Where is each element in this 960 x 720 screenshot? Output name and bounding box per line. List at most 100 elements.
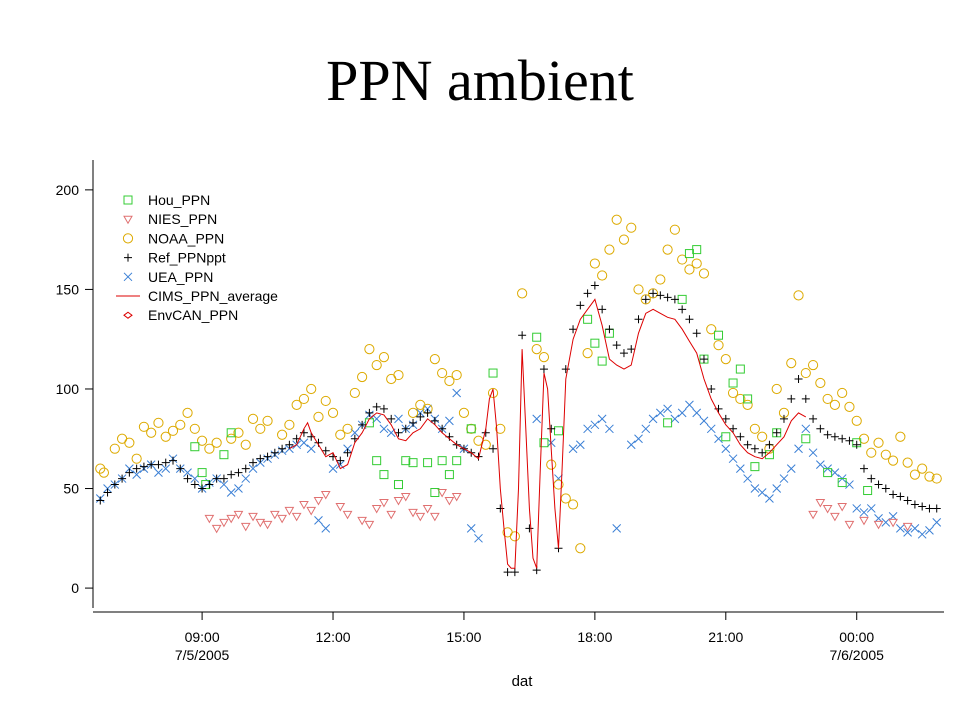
- data-point-ref-ppnppt: [118, 474, 127, 483]
- data-point-noaa-ppn: [342, 423, 353, 434]
- data-point-noaa-ppn: [517, 288, 528, 299]
- data-point-uea-ppn: [321, 524, 331, 533]
- data-point-ref-ppnppt: [663, 293, 672, 302]
- data-point-hou-ppn: [466, 424, 476, 434]
- y-ticks: 0 50 100 150 200: [56, 182, 93, 596]
- data-point-nies-ppn: [306, 506, 317, 516]
- data-point-noaa-ppn: [357, 371, 368, 383]
- data-point-noaa-ppn: [618, 234, 630, 245]
- data-point-ref-ppnppt: [569, 325, 578, 334]
- data-point-hou-ppn: [488, 368, 498, 378]
- data-point-noaa-ppn: [240, 439, 251, 450]
- data-point-hou-ppn: [197, 468, 207, 478]
- data-point-noaa-ppn: [378, 352, 390, 363]
- data-point-hou-ppn: [583, 314, 593, 324]
- data-point-noaa-ppn: [335, 429, 346, 440]
- series-cims-ppn-average: [289, 298, 807, 569]
- data-point-ref-ppnppt: [859, 464, 868, 473]
- data-point-uea-ppn: [328, 464, 338, 473]
- data-point-nies-ppn: [219, 518, 229, 528]
- data-point-ref-ppnppt: [423, 408, 432, 417]
- data-point-nies-ppn: [429, 512, 440, 522]
- series-nies-ppn: [204, 489, 913, 534]
- data-point-noaa-ppn: [429, 354, 440, 365]
- data-point-uea-ppn: [677, 408, 687, 418]
- data-point-ref-ppnppt: [336, 456, 345, 465]
- data-point-hou-ppn: [801, 434, 811, 444]
- data-point-noaa-ppn: [458, 407, 470, 418]
- data-point-ref-ppnppt: [103, 488, 112, 497]
- data-point-ref-ppnppt: [539, 365, 548, 374]
- legend-swatch: [122, 233, 134, 244]
- data-point-uea-ppn: [786, 464, 796, 473]
- data-point-ref-ppnppt: [576, 301, 585, 310]
- x-tick-date-label: 7/5/2005: [175, 647, 230, 663]
- data-point-ref-ppnppt: [721, 414, 730, 423]
- data-point-ref-ppnppt: [161, 458, 170, 467]
- data-point-ref-ppnppt: [176, 464, 185, 473]
- data-point-hou-ppn: [532, 332, 542, 342]
- data-point-uea-ppn: [845, 480, 854, 489]
- data-point-hou-ppn: [539, 438, 549, 448]
- data-point-noaa-ppn: [247, 413, 259, 424]
- legend-label: NOAA_PPN: [148, 230, 224, 246]
- data-point-nies-ppn: [262, 520, 273, 530]
- series-noaa-ppn: [95, 214, 942, 554]
- data-point-uea-ppn: [190, 474, 200, 483]
- data-point-nies-ppn: [815, 498, 826, 508]
- data-point-noaa-ppn: [487, 387, 499, 399]
- data-point-noaa-ppn: [647, 288, 659, 299]
- data-point-noaa-ppn: [567, 499, 579, 510]
- legend-label: Ref_PPNppt: [148, 250, 226, 266]
- data-point-ref-ppnppt: [801, 394, 810, 403]
- data-point-uea-ppn: [474, 533, 483, 543]
- data-point-hou-ppn: [408, 458, 418, 468]
- data-point-ref-ppnppt: [779, 414, 788, 423]
- data-point-ref-ppnppt: [110, 480, 119, 489]
- data-point-ref-ppnppt: [329, 452, 338, 461]
- data-point-ref-ppnppt: [438, 424, 447, 433]
- x-ticks: 09:00 7/5/2005 12:00 15:00 18:00 21:00 00:00 7/…: [175, 612, 884, 663]
- data-point-noaa-ppn: [131, 453, 142, 464]
- data-point-ref-ppnppt: [590, 281, 599, 290]
- data-point-noaa-ppn: [189, 423, 200, 434]
- y-tick-label: 200: [56, 182, 80, 198]
- data-point-uea-ppn: [670, 414, 680, 424]
- data-point-uea-ppn: [314, 516, 323, 525]
- data-point-ref-ppnppt: [612, 341, 621, 350]
- data-point-noaa-ppn: [749, 423, 760, 434]
- data-point-nies-ppn: [379, 498, 389, 508]
- data-point-ref-ppnppt: [881, 484, 890, 493]
- data-point-hou-ppn: [379, 470, 389, 480]
- data-point-uea-ppn: [714, 434, 723, 444]
- data-point-ref-ppnppt: [358, 420, 367, 429]
- data-point-uea-ppn: [735, 464, 745, 473]
- data-point-nies-ppn: [240, 522, 251, 532]
- data-point-ref-ppnppt: [889, 490, 898, 499]
- data-point-hou-ppn: [364, 418, 374, 428]
- data-point-uea-ppn: [808, 448, 818, 458]
- data-point-hou-ppn: [226, 428, 236, 438]
- data-point-ref-ppnppt: [910, 500, 919, 509]
- data-point-nies-ppn: [888, 518, 898, 528]
- data-point-ref-ppnppt: [263, 452, 272, 461]
- data-point-ref-ppnppt: [736, 432, 745, 441]
- data-point-noaa-ppn: [320, 395, 331, 407]
- data-point-uea-ppn: [241, 474, 251, 483]
- data-point-ref-ppnppt: [838, 434, 847, 443]
- data-point-uea-ppn: [532, 414, 542, 424]
- data-point-noaa-ppn: [197, 435, 208, 446]
- data-point-noaa-ppn: [298, 393, 310, 405]
- data-point-uea-ppn: [743, 474, 752, 483]
- data-point-ref-ppnppt: [256, 454, 265, 463]
- data-point-ref-ppnppt: [714, 404, 723, 413]
- data-point-uea-ppn: [466, 524, 476, 533]
- data-point-nies-ppn: [291, 512, 302, 522]
- data-point-ref-ppnppt: [830, 432, 839, 441]
- data-point-ref-ppnppt: [750, 444, 759, 453]
- data-point-noaa-ppn: [255, 423, 266, 434]
- data-point-noaa-ppn: [153, 417, 164, 428]
- legend: Hou_PPN NIES_PPN NOAA_PPN Ref_PPNppt UEA_PPN…: [116, 192, 278, 323]
- data-point-ref-ppnppt: [765, 440, 774, 449]
- y-tick-label: 100: [56, 381, 80, 397]
